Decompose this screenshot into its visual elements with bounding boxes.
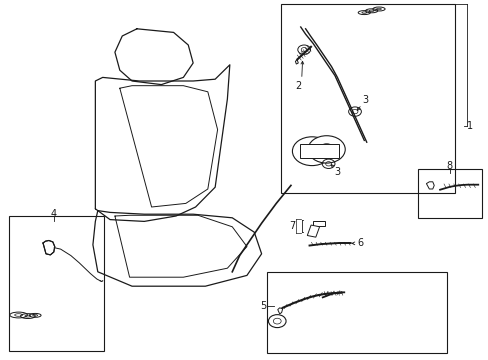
Bar [9,216,104,351]
Text: 3: 3 [334,167,340,177]
Bar [299,144,338,158]
Bar [306,225,319,237]
Circle shape [307,136,345,163]
Bar [417,169,481,218]
Text: 2: 2 [295,81,301,91]
Polygon shape [43,240,55,255]
Polygon shape [277,308,282,314]
Text: 5: 5 [260,301,265,311]
Text: 8: 8 [446,161,452,171]
Circle shape [292,137,331,166]
Text: 7: 7 [289,221,295,231]
Bar [312,221,325,226]
Text: 4: 4 [51,209,57,219]
Polygon shape [426,182,433,189]
Bar [266,272,447,353]
Text: 1: 1 [467,121,472,131]
Text: 6: 6 [357,238,363,248]
Bar [281,4,454,193]
Text: 3: 3 [362,95,368,105]
